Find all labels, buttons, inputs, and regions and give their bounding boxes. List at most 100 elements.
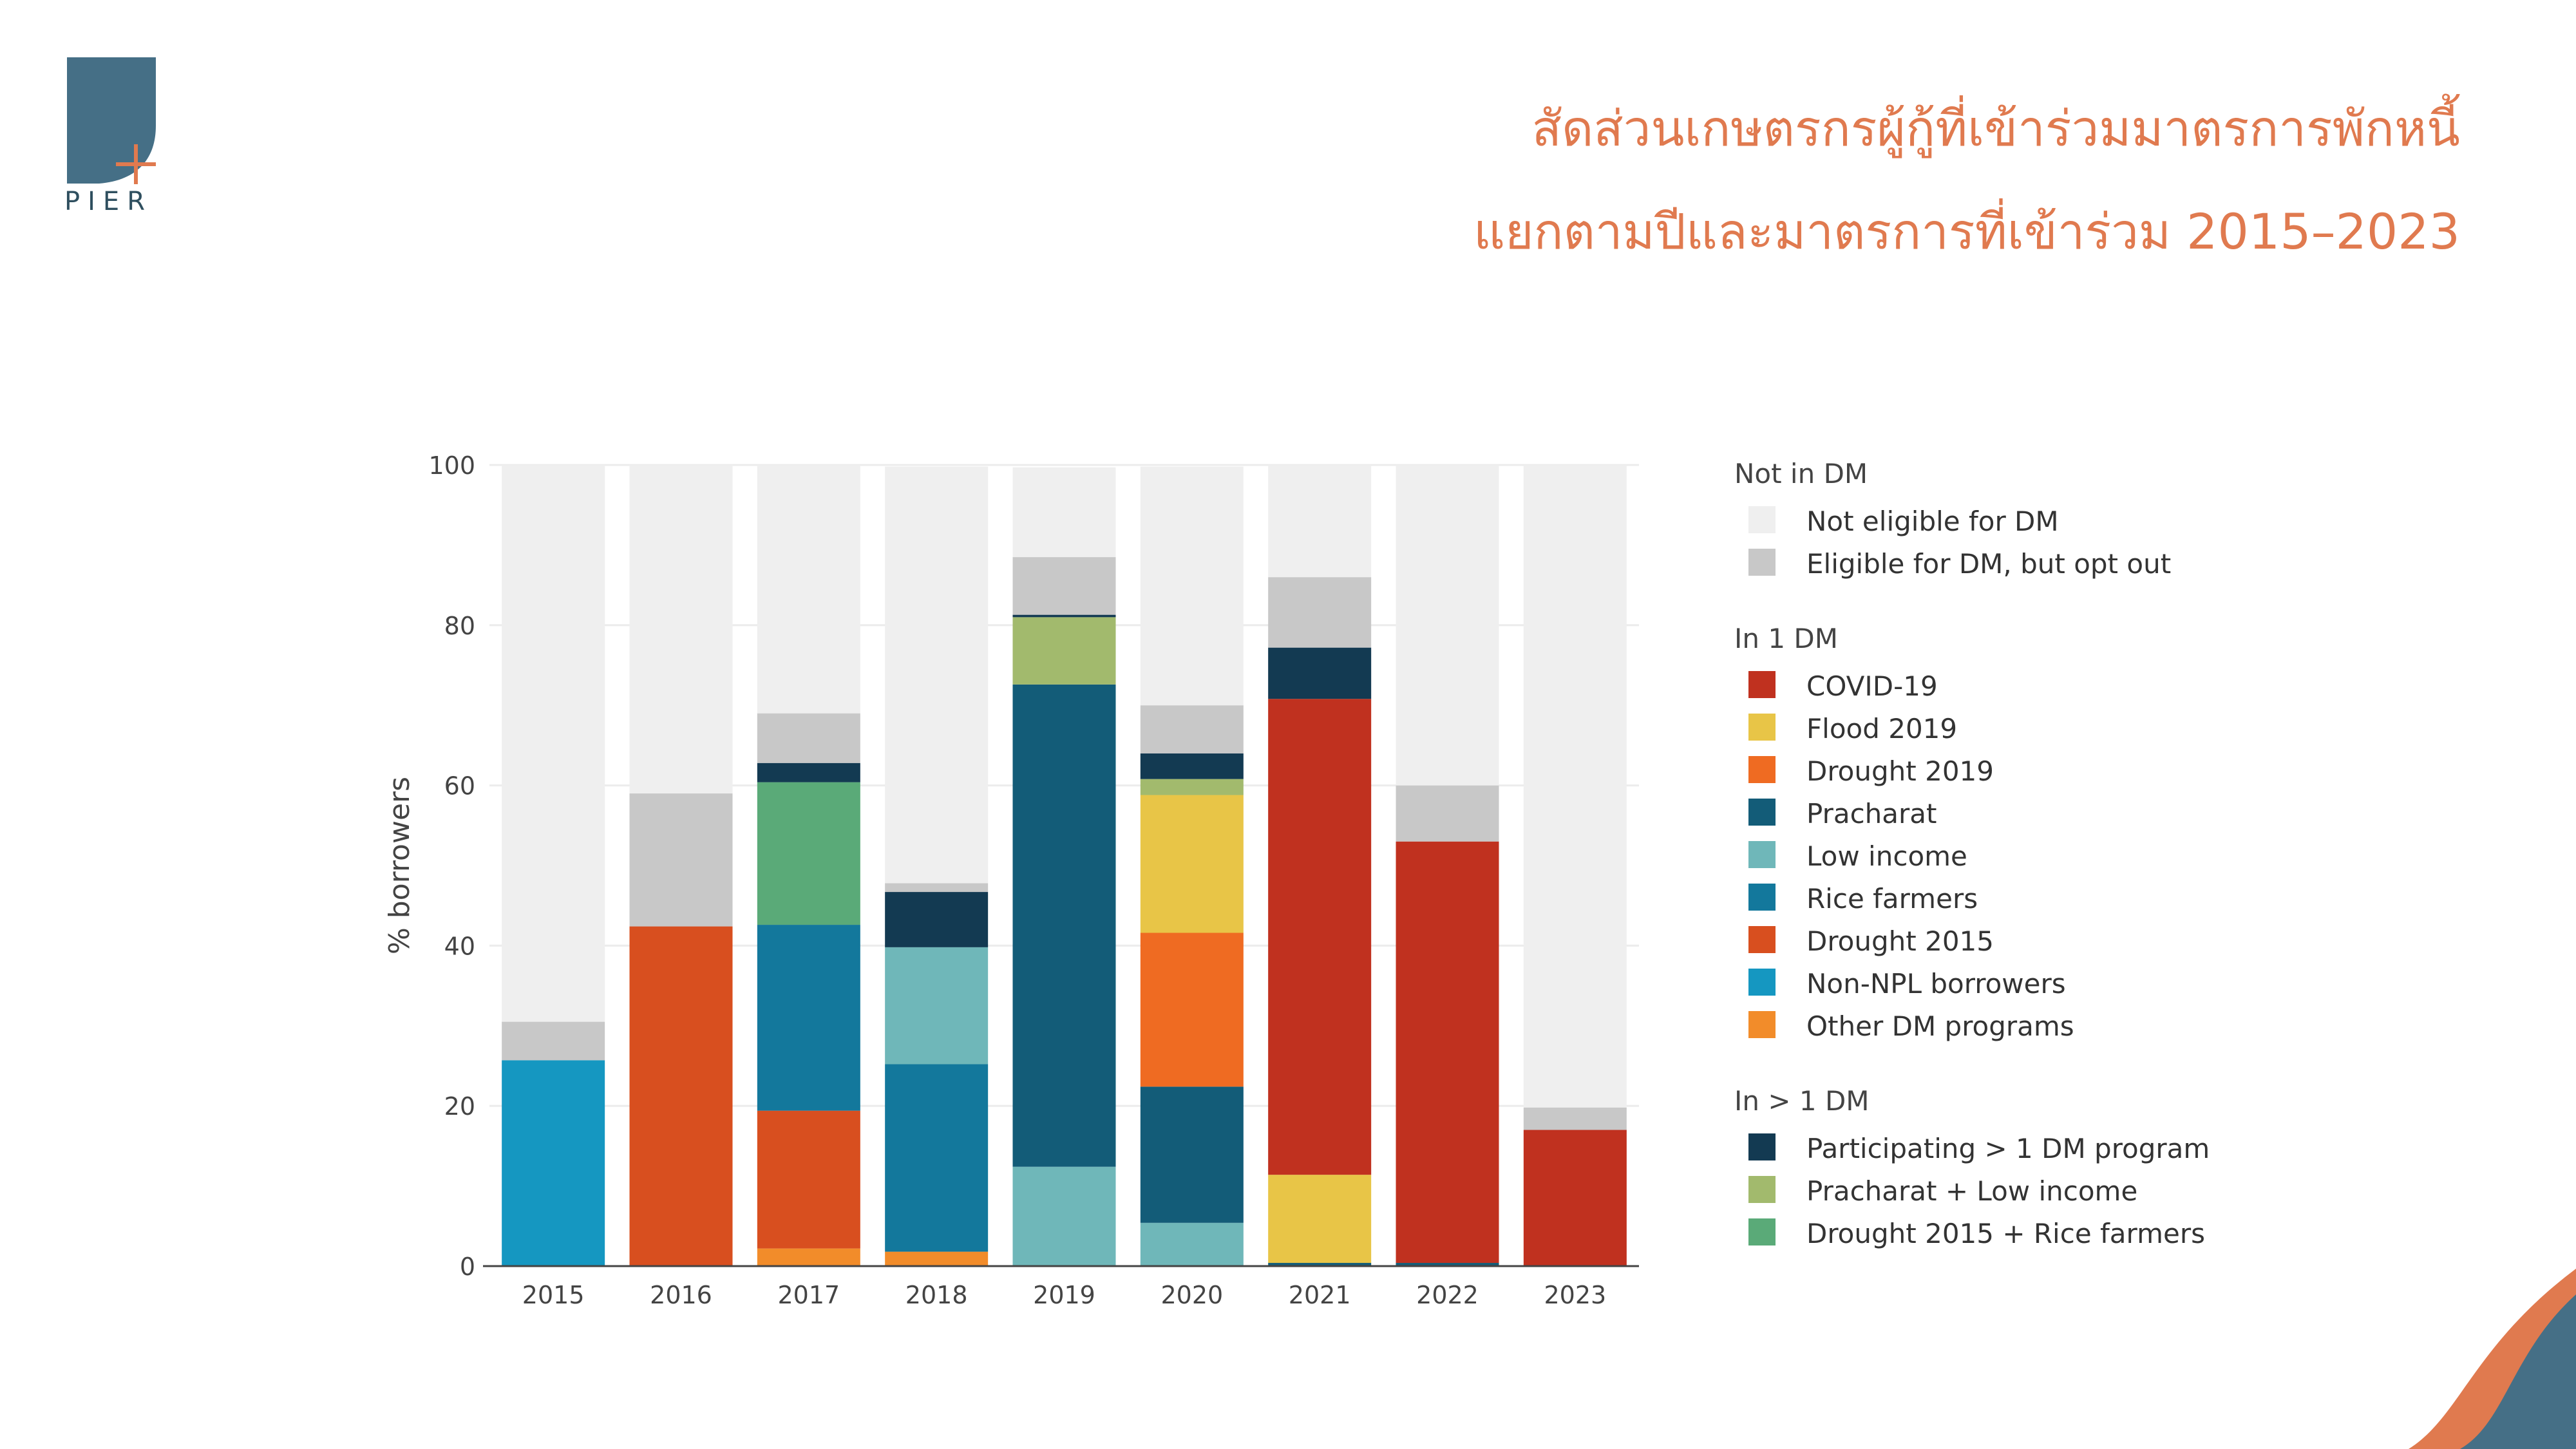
legend-label: Low income	[1806, 840, 1967, 872]
bar-segment	[502, 1021, 605, 1061]
legend-label: Drought 2019	[1806, 755, 1994, 787]
bar-segment	[629, 465, 733, 794]
bar-segment	[1012, 614, 1116, 618]
logo-mark-shape	[67, 57, 156, 184]
axes: 0 20 40 60 80 100 % borrowers 2015 2016 2017 2018 2…	[383, 451, 1639, 1309]
bar-segment	[1140, 1222, 1244, 1266]
legend-swatch	[1748, 506, 1776, 533]
bar-segment	[1012, 557, 1116, 615]
x-tick-label: 2021	[1289, 1281, 1351, 1309]
legend-label: Drought 2015 + Rice farmers	[1806, 1218, 2205, 1249]
legend-group-title: Not in DM	[1734, 458, 1868, 489]
legend-swatch	[1748, 756, 1776, 783]
legend-label: Not eligible for DM	[1806, 506, 2059, 537]
legend-label: Eligible for DM, but opt out	[1806, 548, 2171, 580]
bar-segment	[757, 713, 860, 763]
legend-label: Non-NPL borrowers	[1806, 968, 2066, 999]
bar-segment	[1268, 465, 1372, 578]
x-tick-label: 2020	[1160, 1281, 1223, 1309]
y-tick-label: 40	[444, 932, 475, 960]
bar-segment	[1012, 467, 1116, 558]
bar-segment	[757, 1110, 860, 1249]
legend-swatch	[1748, 1218, 1776, 1245]
bar-segment	[885, 892, 989, 947]
legend-swatch	[1748, 1011, 1776, 1038]
legend-label: Drought 2015	[1806, 925, 1994, 957]
title-line-1: สัดส่วนเกษตรกรผู้กู้ที่เข้าร่วมมาตรการพั…	[1531, 100, 2460, 157]
x-tick-label: 2015	[522, 1281, 585, 1309]
bar-segment	[757, 1248, 860, 1266]
y-tick-label: 80	[444, 612, 475, 640]
legend-swatch	[1748, 549, 1776, 576]
bar-segment	[1140, 1086, 1244, 1223]
bar-segment	[757, 762, 860, 782]
legend-label: Participating > 1 DM program	[1806, 1133, 2210, 1164]
x-tick-label: 2019	[1033, 1281, 1095, 1309]
bar-segment	[1140, 753, 1244, 779]
legend-label: Other DM programs	[1806, 1010, 2074, 1042]
x-tick-label: 2017	[777, 1281, 840, 1309]
bar-segment	[629, 793, 733, 927]
legend-group-title: In 1 DM	[1734, 623, 1838, 654]
bar-segment	[757, 465, 860, 714]
bar-segment	[1268, 577, 1372, 648]
legend: Not in DM Not eligible for DM Eligible for…	[1734, 458, 2210, 1249]
legend-group-title: In > 1 DM	[1734, 1085, 1870, 1117]
bar-segment	[1140, 466, 1244, 706]
bar-segment	[885, 883, 989, 893]
logo-plus-vertical	[134, 144, 138, 184]
bar-segment	[1396, 841, 1499, 1264]
bar-segment	[1268, 1263, 1372, 1266]
bar-segment	[1268, 1175, 1372, 1264]
legend-swatch	[1748, 841, 1776, 868]
x-tick-label: 2016	[650, 1281, 712, 1309]
y-tick-label: 60	[444, 772, 475, 800]
title-line-2: แยกตามปีและมาตรการที่เข้าร่วม 2015–2023	[1473, 203, 2460, 260]
x-tick-label: 2022	[1416, 1281, 1479, 1309]
bars	[502, 465, 1627, 1266]
x-tick-label: 2023	[1544, 1281, 1606, 1309]
y-tick-label: 0	[460, 1253, 475, 1281]
legend-swatch	[1748, 714, 1776, 741]
y-tick-label: 100	[428, 451, 475, 480]
y-tick-label: 20	[444, 1092, 475, 1121]
bar-segment	[502, 465, 605, 1022]
bar-segment	[1140, 779, 1244, 795]
bar-segment	[1012, 617, 1116, 685]
bar-segment	[885, 947, 989, 1065]
bar-segment	[757, 782, 860, 925]
page-title: สัดส่วนเกษตรกรผู้กู้ที่เข้าร่วมมาตรการพั…	[1473, 77, 2460, 283]
bar-segment	[1012, 1166, 1116, 1266]
legend-label: Pracharat	[1806, 798, 1937, 829]
legend-swatch	[1748, 1133, 1776, 1160]
legend-swatch	[1748, 926, 1776, 953]
legend-swatch	[1748, 884, 1776, 911]
bar-segment	[885, 1064, 989, 1252]
legend-swatch	[1748, 969, 1776, 996]
bar-segment	[1268, 647, 1372, 699]
bar-segment	[629, 926, 733, 1266]
bar-segment	[1523, 465, 1627, 1108]
corner-decoration	[2409, 1269, 2576, 1449]
x-tick-label: 2018	[905, 1281, 968, 1309]
bar-segment	[1396, 1263, 1499, 1266]
y-axis-label: % borrowers	[383, 777, 416, 954]
bar-segment	[1523, 1130, 1627, 1266]
bar-segment	[885, 1251, 989, 1266]
bar-segment	[1396, 465, 1499, 786]
logo-text: PIER	[64, 187, 153, 216]
legend-swatch	[1748, 1176, 1776, 1203]
legend-label: COVID-19	[1806, 670, 1938, 702]
pier-logo	[67, 57, 156, 184]
legend-label: Rice farmers	[1806, 883, 1978, 914]
legend-swatch	[1748, 799, 1776, 826]
legend-label: Flood 2019	[1806, 713, 1957, 744]
bar-segment	[1268, 699, 1372, 1175]
bar-segment	[502, 1060, 605, 1266]
corner-teal-shape	[2460, 1294, 2576, 1449]
bar-segment	[1140, 705, 1244, 753]
bar-segment	[1523, 1107, 1627, 1130]
bar-segment	[1140, 933, 1244, 1087]
bar-segment	[1140, 795, 1244, 933]
